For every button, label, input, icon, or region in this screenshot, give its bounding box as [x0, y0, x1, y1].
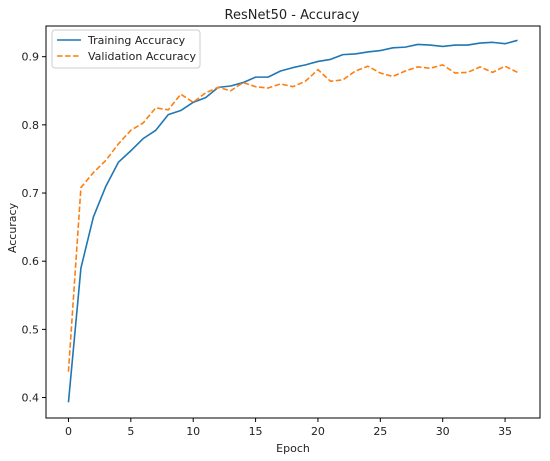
chart-title: ResNet50 - Accuracy — [225, 8, 360, 23]
legend: Training Accuracy Validation Accuracy — [51, 29, 201, 69]
x-tick-label: 20 — [311, 425, 325, 438]
y-axis: 0.4 0.5 0.6 0.7 0.8 0.9 — [22, 51, 46, 405]
y-tick-label: 0.9 — [22, 51, 40, 64]
x-tick-label: 5 — [127, 425, 134, 438]
legend-label: Validation Accuracy — [88, 50, 197, 63]
x-tick-label: 30 — [436, 425, 450, 438]
x-axis: 0 5 10 15 20 25 30 35 — [65, 418, 512, 438]
series-line-training-accuracy — [67, 39, 518, 403]
series-layer — [67, 39, 518, 403]
y-tick-label: 0.4 — [22, 392, 40, 405]
plot-area — [45, 25, 541, 419]
series-line-validation-accuracy — [67, 64, 518, 372]
y-tick-label: 0.8 — [22, 119, 40, 132]
y-axis-label: Accuracy — [6, 202, 19, 253]
legend-label: Training Accuracy — [87, 34, 186, 47]
legend-box — [51, 29, 201, 69]
x-tick-label: 0 — [65, 425, 72, 438]
y-tick-label: 0.5 — [22, 323, 40, 336]
x-tick-label: 25 — [373, 425, 387, 438]
x-tick-label: 10 — [186, 425, 200, 438]
y-tick-label: 0.7 — [22, 187, 40, 200]
x-tick-label: 35 — [498, 425, 512, 438]
y-tick-label: 0.6 — [22, 255, 40, 268]
x-tick-label: 15 — [249, 425, 263, 438]
x-axis-label: Epoch — [276, 442, 310, 455]
